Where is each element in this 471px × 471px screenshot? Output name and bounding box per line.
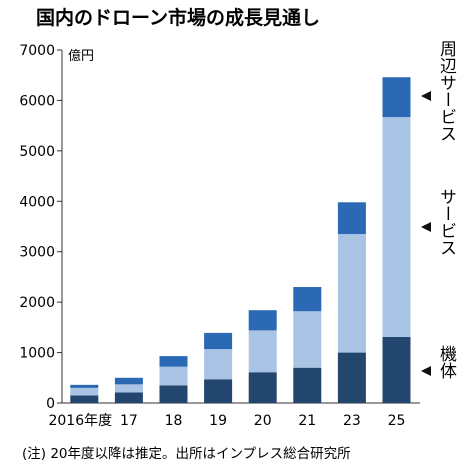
y-axis-ticks: 0 1000 2000 3000 4000 5000 6000 7000: [19, 43, 62, 412]
bar-segment: [204, 332, 233, 350]
bar-segment: [248, 372, 277, 403]
y-tick-label: 2000: [19, 295, 55, 311]
y-tick-label: 5000: [19, 144, 55, 160]
y-tick-label: 3000: [19, 245, 55, 261]
y-axis-unit: 億円: [68, 48, 94, 64]
bar-segment: [70, 384, 99, 388]
x-tick-label: 23: [343, 413, 361, 429]
pointer-airframe: [421, 366, 431, 376]
bar-segment: [337, 352, 366, 403]
x-axis-ticks: 2016年度 17 18 19 20 21 23 25: [48, 413, 405, 429]
chart-title: 国内のドローン市場の成長見通し: [36, 6, 320, 29]
bar-segment: [382, 336, 411, 403]
label-airframe: 機体: [436, 345, 457, 379]
pointer-peripheral: [421, 91, 431, 101]
bar-segment: [293, 311, 322, 368]
x-tick-label: 19: [209, 413, 227, 429]
y-tick-label: 7000: [19, 43, 55, 59]
y-tick-label: 4000: [19, 194, 55, 210]
bar-segment: [248, 310, 277, 331]
bar-segment: [293, 367, 322, 403]
bar-segment: [159, 385, 188, 403]
x-tick-label: 17: [120, 413, 138, 429]
x-tick-label: 2016年度: [48, 413, 112, 429]
label-service: サービス: [436, 188, 456, 256]
y-tick-label: 6000: [19, 93, 55, 109]
bar-segment: [204, 349, 233, 380]
series-label-service: サービス: [421, 188, 456, 256]
series-label-airframe: 機体: [421, 345, 457, 379]
y-tick-label: 1000: [19, 346, 55, 362]
footnote: (注) 20年度以降は推定。出所はインプレス総合研究所: [22, 446, 351, 462]
bar-segment: [159, 366, 188, 386]
x-tick-label: 25: [388, 413, 406, 429]
y-tick-label: 0: [46, 396, 55, 412]
x-tick-label: 21: [298, 413, 316, 429]
bar-segment: [293, 287, 322, 312]
bar-segment: [114, 392, 143, 403]
bar-segment: [337, 202, 366, 235]
pointer-service: [421, 222, 431, 232]
bars: [70, 77, 411, 403]
bar-segment: [70, 395, 99, 403]
bar-segment: [248, 330, 277, 373]
bar-segment: [382, 117, 411, 337]
x-tick-label: 20: [254, 413, 272, 429]
label-peripheral: 周辺サービス: [436, 40, 457, 142]
bar-segment: [114, 377, 143, 385]
bar-segment: [114, 384, 143, 393]
bar-segment: [159, 356, 188, 367]
bar-segment: [204, 379, 233, 403]
bar-segment: [382, 77, 411, 118]
series-label-peripheral: 周辺サービス: [421, 40, 457, 142]
bar-segment: [70, 387, 99, 396]
bar-segment: [337, 234, 366, 353]
x-tick-label: 18: [165, 413, 183, 429]
